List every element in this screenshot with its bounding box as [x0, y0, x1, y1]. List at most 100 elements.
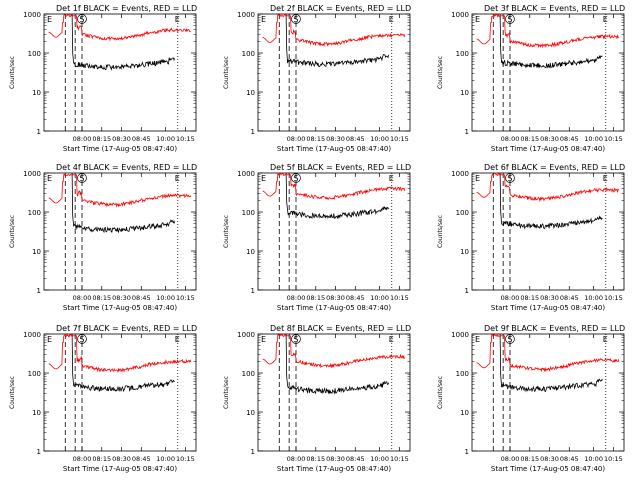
saa-marker-label: S: [79, 174, 84, 183]
series-line-lld: [48, 333, 192, 374]
x-axis-label: Start Time (17-Aug-05 08:47:40): [277, 145, 391, 153]
series-line-lld: [476, 172, 619, 203]
series-line-events: [71, 13, 175, 71]
x-tick-label: 10:00: [370, 294, 389, 302]
x-tick-label: 08:00: [73, 294, 92, 302]
x-tick-label: 08:30: [326, 135, 345, 143]
series-line-lld: [262, 13, 406, 47]
saa-marker-label: S: [79, 335, 84, 344]
y-tick-label: 1: [37, 287, 41, 295]
detector-panel-9: Det 9f BLACK = Events, RED = LLD 1 10 100 10…: [437, 324, 625, 473]
saa-marker-label: S: [507, 15, 512, 24]
y-tick-label: 100: [242, 370, 255, 378]
x-tick-label: 08:45: [560, 294, 579, 302]
y-tick-label: 1: [251, 287, 255, 295]
x-tick-label: 08:00: [287, 135, 306, 143]
x-tick-label: 08:00: [501, 455, 520, 463]
saa-marker-circle: [505, 14, 515, 24]
y-tick-label: 10: [32, 409, 41, 417]
x-tick-label: 10:00: [584, 135, 603, 143]
saa-marker-label: S: [507, 335, 512, 344]
eclipse-marker-label: E: [603, 15, 608, 24]
x-tick-label: 08:45: [560, 135, 579, 143]
y-tick-label: 100: [456, 209, 469, 217]
x-tick-label: 08:00: [73, 135, 92, 143]
saa-marker-circle: [77, 334, 87, 344]
axes-box: [43, 333, 197, 452]
x-tick-label: 08:45: [560, 455, 579, 463]
x-tick-label: 08:00: [501, 135, 520, 143]
x-tick-label: 08:30: [540, 294, 559, 302]
series-line-lld: [262, 333, 406, 369]
x-tick-label: 10:00: [370, 135, 389, 143]
y-tick-label: 10: [460, 248, 469, 256]
y-axis-label: Counts/sec: [9, 376, 16, 409]
y-tick-label: 1: [251, 448, 255, 456]
eclipse-marker-label: E: [389, 174, 394, 183]
x-tick-label: 10:00: [584, 294, 603, 302]
eclipse-marker-label: E: [261, 15, 266, 24]
x-tick-label: 08:15: [92, 135, 111, 143]
x-tick-label: 08:15: [520, 135, 539, 143]
eclipse-marker-label: E: [389, 15, 394, 24]
axes-box: [43, 172, 197, 291]
x-tick-label: 08:15: [520, 294, 539, 302]
y-axis-label: Counts/sec: [223, 56, 230, 89]
y-axis-label: Counts/sec: [223, 215, 230, 248]
y-tick-label: 10: [246, 89, 255, 97]
detector-panel-8: Det 8f BLACK = Events, RED = LLD 1 10 100 10…: [223, 324, 411, 473]
saa-marker-circle: [505, 334, 515, 344]
x-tick-label: 10:00: [156, 294, 175, 302]
y-tick-label: 10: [32, 248, 41, 256]
x-tick-label: 10:15: [176, 135, 195, 143]
y-tick-label: 1000: [237, 11, 255, 19]
eclipse-marker-label: E: [175, 15, 180, 24]
x-tick-label: 08:30: [326, 455, 345, 463]
y-tick-label: 1: [251, 128, 255, 136]
x-tick-label: 10:15: [176, 455, 195, 463]
axes-box: [43, 13, 197, 132]
eclipse-marker-label: E: [389, 335, 394, 344]
saa-marker-circle: [77, 14, 87, 24]
detector-panel-6: Det 6f BLACK = Events, RED = LLD 1 10 100 10…: [437, 163, 625, 312]
saa-marker-label: S: [293, 335, 298, 344]
eclipse-marker-label: E: [603, 335, 608, 344]
series-line-events: [71, 333, 175, 393]
saa-marker-circle: [505, 173, 515, 183]
series-line-lld: [262, 172, 406, 201]
x-tick-label: 10:15: [604, 294, 623, 302]
detector-panel-3: Det 3f BLACK = Events, RED = LLD 1 10 100 10…: [437, 4, 625, 153]
x-tick-label: 08:00: [287, 455, 306, 463]
x-axis-label: Start Time (17-Aug-05 08:47:40): [277, 304, 391, 312]
detector-panel-4: Det 4f BLACK = Events, RED = LLD 1 10 100 10…: [9, 163, 197, 312]
y-tick-label: 10: [460, 89, 469, 97]
detector-panel-5: Det 5f BLACK = Events, RED = LLD 1 10 100 10…: [223, 163, 411, 312]
saa-marker-label: S: [293, 15, 298, 24]
y-tick-label: 1: [465, 128, 469, 136]
series-line-lld: [48, 13, 191, 42]
x-tick-label: 10:15: [390, 135, 409, 143]
x-tick-label: 08:45: [132, 135, 151, 143]
y-axis-label: Counts/sec: [437, 376, 444, 409]
eclipse-marker-label: E: [175, 174, 180, 183]
y-axis-label: Counts/sec: [9, 215, 16, 248]
x-tick-label: 10:00: [584, 455, 603, 463]
panel-title: Det 4f BLACK = Events, RED = LLD: [56, 163, 197, 172]
saa-marker-label: S: [507, 174, 512, 183]
axes-box: [471, 13, 625, 132]
y-axis-label: Counts/sec: [437, 215, 444, 248]
x-tick-label: 08:30: [540, 135, 559, 143]
axes-box: [471, 172, 625, 291]
saa-marker-label: S: [293, 174, 298, 183]
x-tick-label: 08:45: [346, 455, 365, 463]
x-tick-label: 08:45: [346, 135, 365, 143]
y-tick-label: 1000: [237, 331, 255, 339]
x-tick-label: 08:00: [73, 455, 92, 463]
panel-title: Det 7f BLACK = Events, RED = LLD: [56, 324, 197, 333]
y-tick-label: 100: [456, 50, 469, 58]
series-line-lld: [476, 13, 620, 49]
axes-box: [257, 13, 411, 132]
x-axis-label: Start Time (17-Aug-05 08:47:40): [491, 145, 605, 153]
x-tick-label: 08:30: [540, 455, 559, 463]
